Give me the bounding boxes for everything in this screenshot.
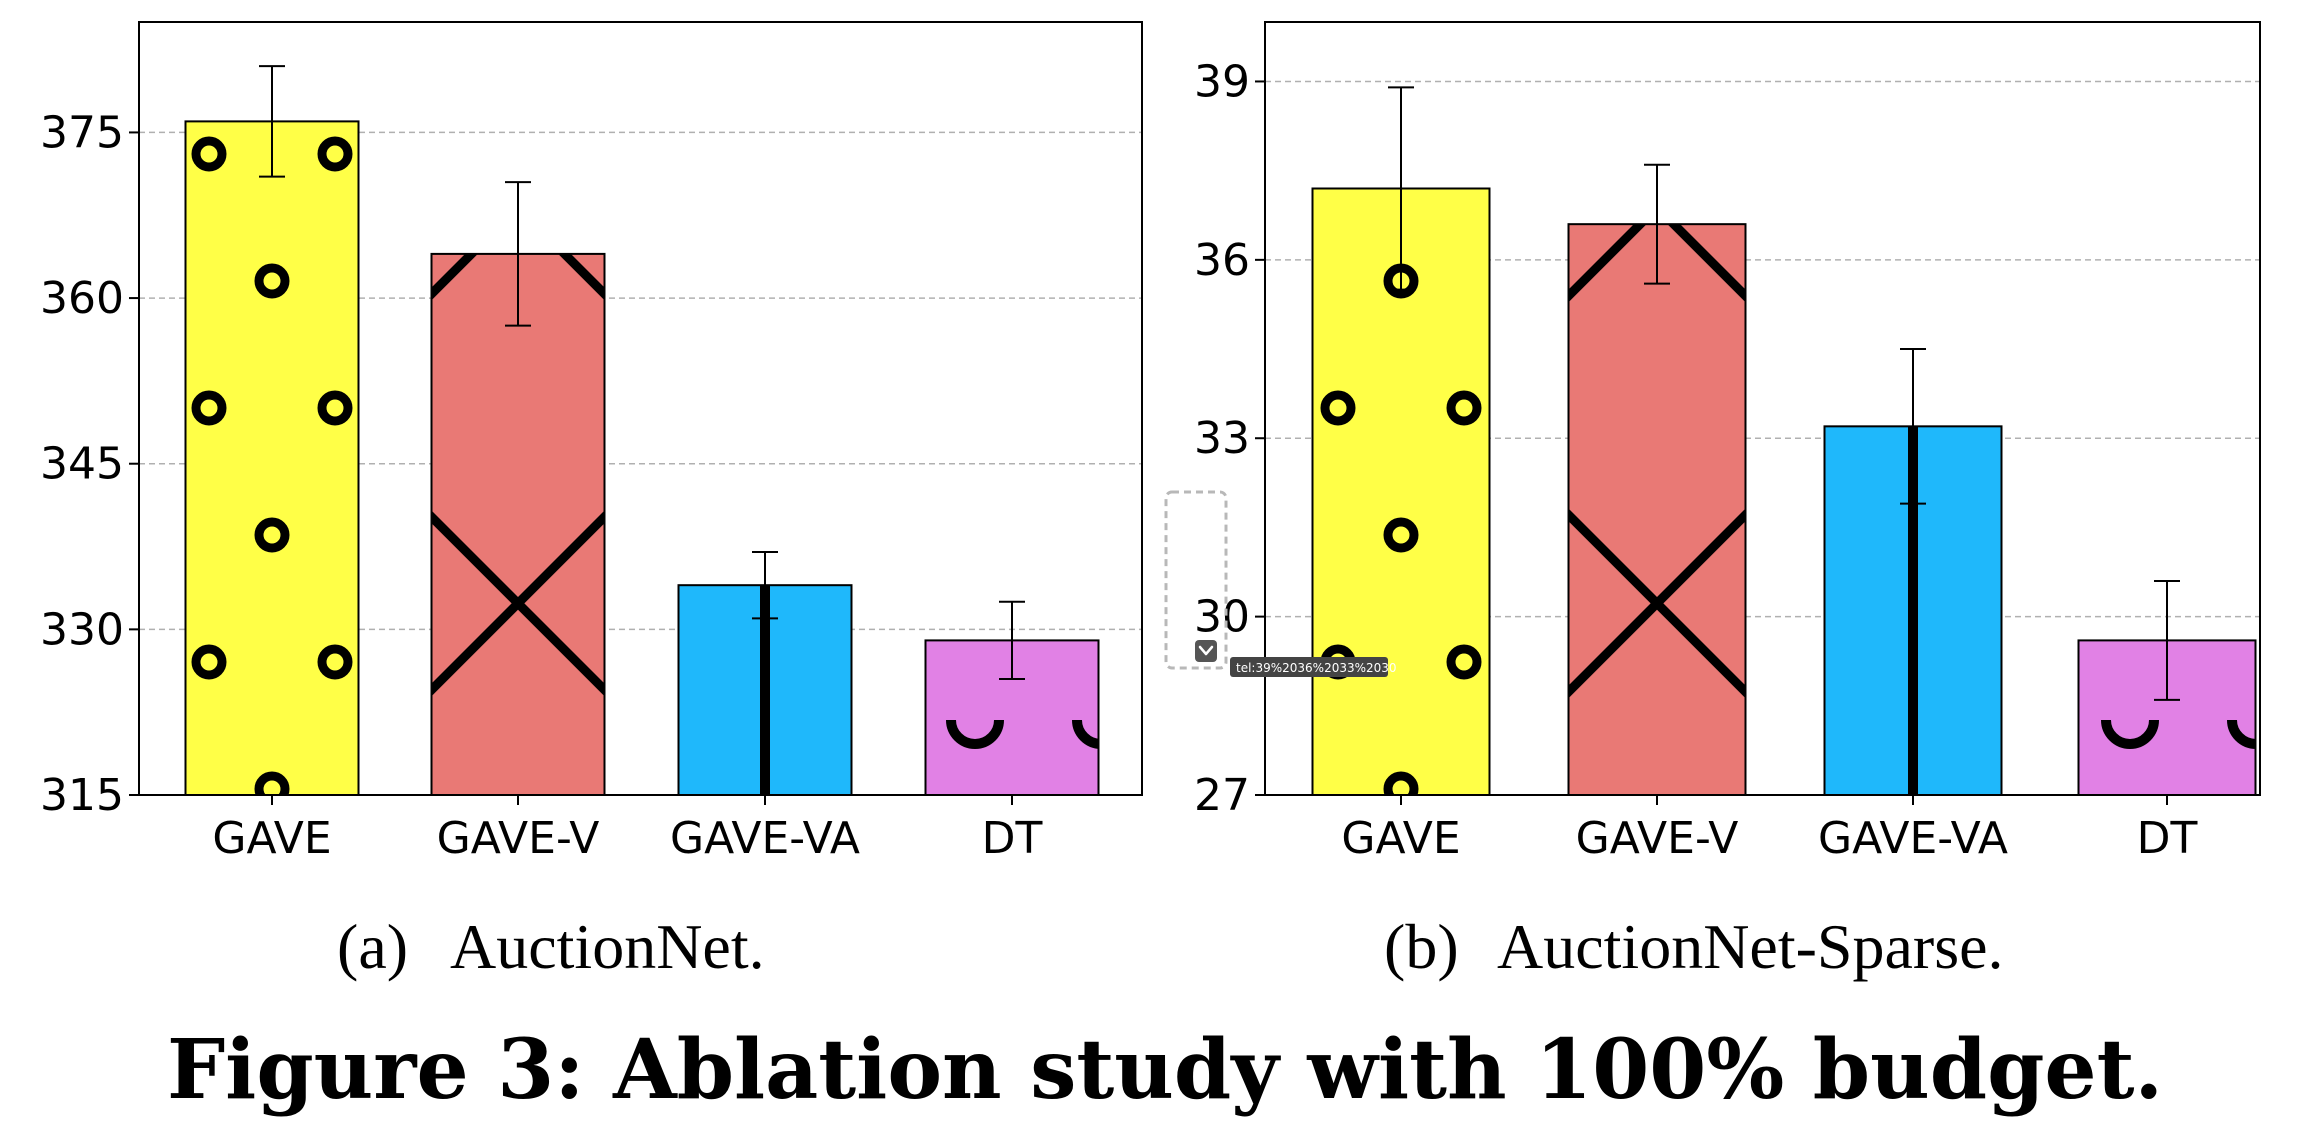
- y-tick-label: 27: [1194, 770, 1250, 821]
- caption-a: (a) AuctionNet.: [337, 911, 765, 982]
- y-tick-label: 375: [40, 107, 124, 158]
- x-tick-label: GAVE-V: [437, 813, 600, 864]
- y-tick-label: 36: [1194, 235, 1250, 286]
- figure-caption: Figure 3: Ablation study with 100% budge…: [167, 1022, 2163, 1118]
- error-bar-gave: [1388, 86, 1414, 291]
- y-tick-label: 33: [1194, 413, 1250, 464]
- y-tick-label: 39: [1194, 56, 1250, 107]
- link-overlay[interactable]: tel:39%2036%2033%2030: [1164, 490, 1397, 677]
- bar-gave-va: [677, 584, 853, 797]
- x-tick-label: GAVE-VA: [670, 813, 860, 864]
- y-tick-label: 360: [40, 273, 124, 324]
- caption-b: (b) AuctionNet-Sparse.: [1384, 911, 2004, 982]
- bar-gave-v: [430, 252, 606, 796]
- y-tick-label: 30: [1194, 592, 1250, 643]
- caption-b-label: (b): [1384, 911, 1459, 982]
- tooltip-text: tel:39%2036%2033%2030: [1236, 661, 1397, 675]
- x-tick-label: DT: [2137, 813, 2198, 864]
- caption-a-text: AuctionNet.: [450, 911, 765, 982]
- error-bar-dt: [999, 600, 1025, 681]
- tooltip-box: [1230, 657, 1388, 677]
- y-tick-label: 330: [40, 604, 124, 655]
- x-tick-label: GAVE: [1341, 813, 1460, 864]
- chevron-down-icon[interactable]: [1195, 640, 1217, 662]
- plot-frame: [1264, 21, 2261, 796]
- x-tick-label: DT: [982, 813, 1043, 864]
- overlay-frame: [1164, 490, 1228, 670]
- y-tick-label: 345: [40, 439, 124, 490]
- y-tick-label: 315: [40, 770, 124, 821]
- plot-frame: [138, 21, 1143, 796]
- error-bar-gave-va: [752, 551, 778, 620]
- error-bar-dt: [2154, 579, 2180, 701]
- x-tick-label: GAVE-V: [1576, 813, 1739, 864]
- chart-auctionnet: 315 330 345 360 375 GAVE GAVE-V GAVE-VA DT: [40, 21, 1143, 864]
- x-tick-label: GAVE-VA: [1818, 813, 2008, 864]
- chart-auctionnet-sparse: 27 30 33 36 39 GAVE GAVE-V GAVE-VA DT: [1194, 21, 2261, 864]
- bar-gave-v: [1567, 223, 1747, 796]
- caption-a-label: (a): [337, 911, 408, 982]
- error-bar-gave-va: [1900, 348, 1926, 505]
- bar-gave: [184, 120, 360, 796]
- x-tick-label: GAVE: [212, 813, 331, 864]
- error-bar-gave: [259, 65, 285, 178]
- caption-b-text: AuctionNet-Sparse.: [1497, 911, 2004, 982]
- error-bar-gave-v: [505, 181, 531, 327]
- error-bar-gave-v: [1644, 163, 1670, 285]
